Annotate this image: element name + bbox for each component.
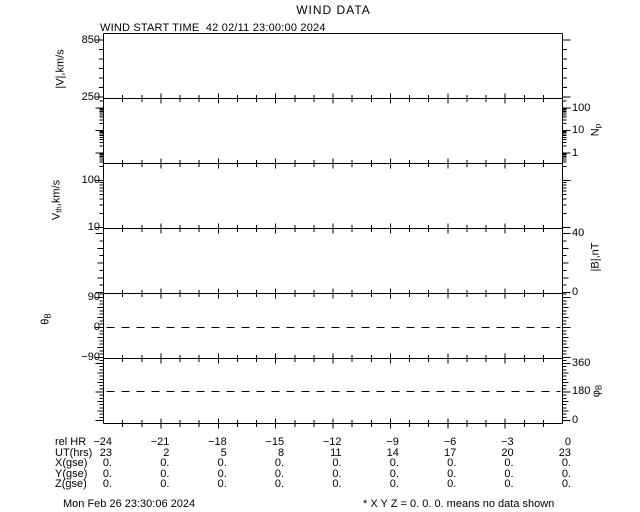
table-cell: 0. [160,457,170,469]
ytick-bmag-0: 0 [572,286,579,298]
y-axis-label-speed: |V|,km/s [54,49,67,89]
table-cell: 2 [163,446,170,459]
y-axis-label-density: Np [589,123,603,137]
table-cell: 0. [274,478,285,490]
table-cell: 0. [561,467,571,480]
table-cell: 0. [102,478,112,490]
y-axis-label-thermal: Vth,km/s [50,179,64,221]
table-cell: 0. [332,467,342,480]
table-cell: 0. [389,467,399,480]
table-row-label: rel HR [55,436,87,448]
table-cell: 0. [160,467,170,480]
table-cell: 23 [99,446,112,459]
ytick-theta-0: 0 [93,321,100,333]
table-cell: −6 [443,436,457,448]
table-cell: −3 [501,436,514,448]
ytick-density-10: 10 [572,124,585,136]
table-cell: −12 [322,436,342,448]
table-cell: 0. [447,478,457,490]
ytick-theta-90: 90 [87,291,100,303]
chart-title: WIND DATA [296,3,371,17]
table-cell: 0. [274,457,285,469]
table-cell: 0. [504,457,514,469]
table-cell: 0. [389,478,399,490]
ytick-theta-m90: −90 [81,351,100,363]
table-cell: 0. [160,478,170,490]
table-cell: −15 [265,436,285,448]
table-row-label: Z(gse) [55,478,87,490]
chart-subtitle: WIND START TIME 42 02/11 23:00:00 2024 [100,22,326,34]
ytick-thermal-100: 100 [81,174,100,186]
table-cell: −18 [208,436,227,448]
table-cell: 0. [102,457,112,469]
y-axis-label-theta: θB [39,313,53,325]
ytick-density-100: 100 [572,102,591,114]
table-cell: 14 [386,446,399,459]
table-cell: −21 [150,436,170,448]
table-cell: 20 [501,446,514,459]
table-cell: 5 [220,446,227,459]
timestamp: Mon Feb 26 23:30:06 2024 [63,498,196,510]
ytick-speed-850: 850 [81,34,100,46]
table-cell: 0. [504,478,514,490]
table-row-label: UT(hrs) [55,446,93,459]
table-cell: 0. [102,467,112,480]
y-axis-label-bmag: |B|,nT [589,242,602,272]
ytick-phi-360: 360 [572,357,591,369]
table-cell: 0. [561,478,571,490]
ytick-phi-180: 180 [572,385,591,397]
ytick-phi-0: 0 [572,414,579,426]
table-cell: 23 [558,446,571,459]
table-cell: −9 [386,436,399,448]
table-cell: 11 [330,446,342,459]
table-cell: −24 [93,436,112,448]
table-cell: 0. [274,467,285,480]
table-cell: 0. [504,467,514,480]
table-cell: 0. [217,467,227,480]
y-axis-label-phi: φB [590,384,604,398]
table-cell: 0. [389,457,399,469]
ytick-bmag-40: 40 [572,227,585,239]
table-cell: 0. [561,457,571,469]
table-row-label: X(gse) [55,457,88,469]
ytick-thermal-10: 10 [87,221,100,233]
table-row-label: Y(gse) [55,467,88,480]
table-cell: 0. [217,478,227,490]
table-cell: 17 [444,446,457,459]
table-cell: 0. [217,457,227,469]
table-cell: 0. [332,457,342,469]
table-cell: 0. [447,457,457,469]
table-cell: 0 [564,436,571,448]
ytick-speed-250: 250 [81,91,100,103]
table-cell: 0. [332,478,342,490]
table-cell: 8 [277,446,285,459]
no-data-note: * X Y Z = 0. 0. 0. means no data shown [363,498,555,510]
table-cell: 0. [447,467,457,480]
ytick-density-1: 1 [572,147,579,159]
